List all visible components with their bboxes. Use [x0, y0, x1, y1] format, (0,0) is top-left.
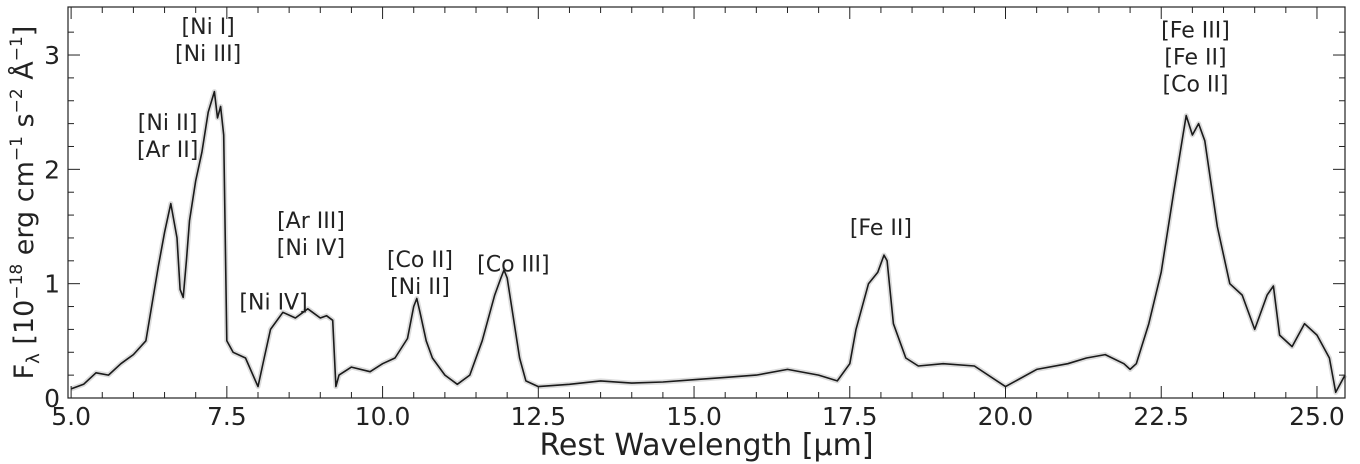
y-axis-label: Fλ [10−18 erg cm−1 s−2 Å−1] — [7, 26, 44, 380]
line-id-label: [Fe II] — [1164, 45, 1226, 70]
x-tick-label: 25.0 — [1289, 402, 1345, 431]
y-tick-label: 3 — [44, 41, 60, 70]
x-tick-label: 12.5 — [510, 402, 566, 431]
raw-spectrum-layer — [70, 89, 1348, 395]
line-id-label: [Fe II] — [850, 216, 912, 241]
axis-ticks: 5.0 7.5 10.0 12.5 15.0 17.5 20.0 22.5 25.0 0 1 2 3 — [44, 7, 1345, 431]
line-id-label: [Ni III] — [175, 42, 241, 67]
line-id-label: [Co III] — [477, 253, 549, 278]
line-id-label: [Ar II] — [137, 138, 198, 163]
line-id-label: [Ar III] — [277, 209, 345, 234]
spectrum-line — [70, 90, 1346, 394]
x-tick-label: 22.5 — [1133, 402, 1189, 431]
raw-spectrum-line — [70, 89, 1348, 395]
line-id-label: [Ni IV] — [239, 290, 307, 315]
line-annotations: [Ni I][Ni III][Ni II][Ar II][Ar III][Ni … — [137, 15, 1230, 316]
y-tick-label: 1 — [44, 270, 60, 299]
line-id-label: [Co II] — [387, 248, 453, 273]
x-tick-label: 10.0 — [355, 402, 411, 431]
y-tick-label: 0 — [44, 384, 60, 413]
plot-frame — [67, 6, 1346, 399]
line-id-label: [Co II] — [1163, 72, 1229, 97]
line-id-label: [Ni II] — [390, 275, 450, 300]
x-tick-label: 7.5 — [207, 402, 247, 431]
y-tick-label: 2 — [44, 155, 60, 184]
x-axis-label: Rest Wavelength [μm] — [539, 428, 873, 463]
smoothed-spectrum-layer — [70, 90, 1346, 394]
x-tick-label: 15.0 — [666, 402, 722, 431]
line-id-label: [Ni IV] — [277, 236, 345, 261]
x-tick-label: 17.5 — [822, 402, 878, 431]
line-id-label: [Ni II] — [138, 111, 198, 136]
line-id-label: [Fe III] — [1161, 18, 1230, 43]
x-tick-label: 5.0 — [51, 402, 91, 431]
line-id-label: [Ni I] — [182, 15, 235, 40]
x-tick-label: 20.0 — [978, 402, 1034, 431]
